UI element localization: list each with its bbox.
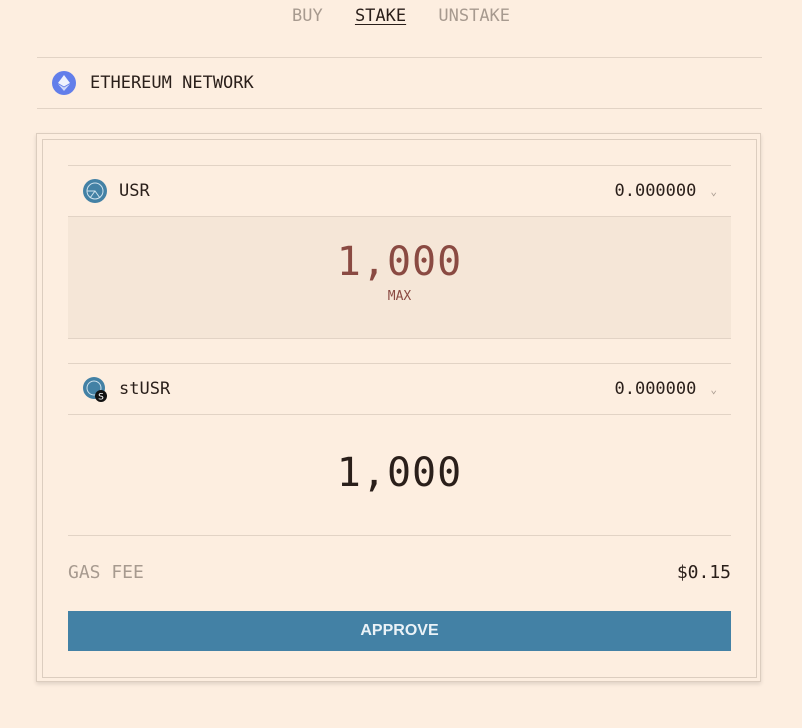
divider — [68, 165, 731, 166]
stake-card-inner — [42, 139, 757, 678]
gas-fee-row: GAS FEE $0.15 — [68, 562, 731, 583]
divider — [68, 535, 731, 536]
chevron-down-icon[interactable]: ⌄ — [710, 184, 717, 198]
from-token-name: USR — [119, 181, 150, 201]
network-selector[interactable]: ETHEREUM NETWORK — [52, 71, 254, 95]
gas-fee-label: GAS FEE — [68, 562, 144, 583]
svg-text:S: S — [98, 393, 104, 403]
to-amount-area: 1,000 — [68, 450, 731, 496]
tab-bar: BUY STAKE UNSTAKE — [0, 6, 802, 26]
stake-card — [36, 133, 761, 682]
to-token-row[interactable]: S stUSR 0.000000 ⌄ — [68, 364, 731, 414]
from-token-row[interactable]: USR 0.000000 ⌄ — [68, 166, 731, 216]
usr-token-icon — [83, 179, 107, 203]
divider — [68, 414, 731, 415]
tab-buy[interactable]: BUY — [291, 6, 323, 26]
max-button[interactable]: MAX — [387, 289, 412, 304]
tab-stake[interactable]: STAKE — [354, 6, 407, 26]
to-token-name: stUSR — [119, 379, 171, 399]
divider — [37, 57, 762, 58]
to-token-balance: 0.000000 — [614, 379, 697, 399]
approve-button[interactable]: APPROVE — [68, 611, 731, 651]
network-label: ETHEREUM NETWORK — [90, 73, 254, 93]
to-amount-output: 1,000 — [336, 450, 463, 496]
from-amount-input[interactable]: 1,000 — [336, 239, 463, 285]
tab-unstake[interactable]: UNSTAKE — [438, 6, 511, 26]
divider — [68, 363, 731, 364]
stusr-token-icon: S — [83, 377, 107, 403]
chevron-down-icon[interactable]: ⌄ — [710, 382, 717, 396]
from-amount-area: 1,000 MAX — [68, 216, 731, 339]
ethereum-icon — [52, 71, 76, 95]
gas-fee-value: $0.15 — [676, 562, 731, 583]
from-token-balance: 0.000000 — [614, 181, 697, 201]
divider — [37, 108, 762, 109]
